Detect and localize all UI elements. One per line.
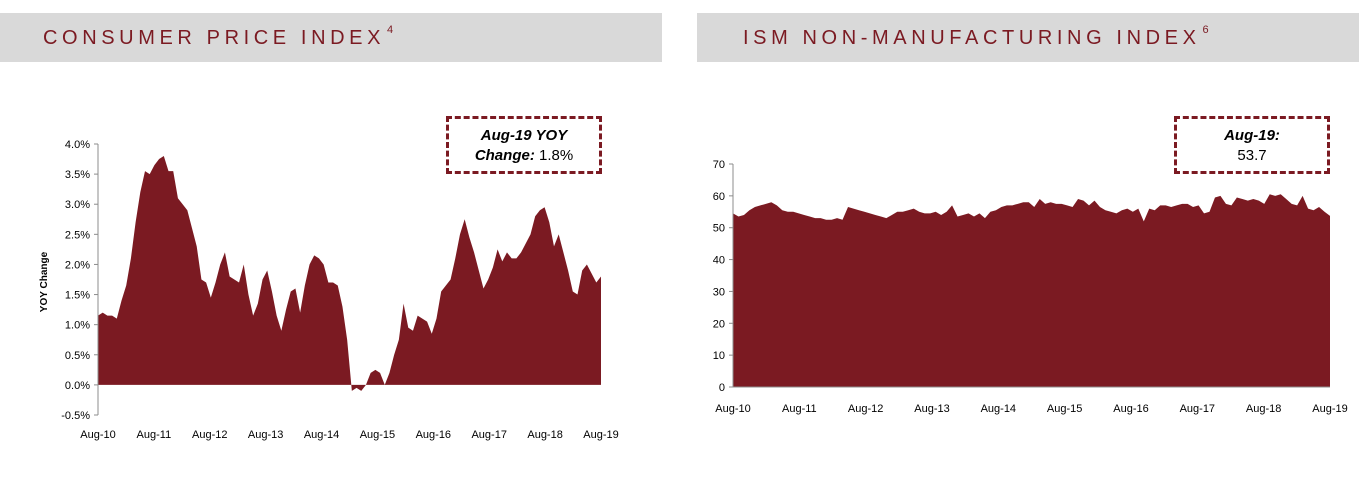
ism-callout-value: 53.7 (1237, 147, 1267, 164)
x-tick-label: Aug-11 (137, 429, 172, 441)
cpi-chart: YOY Change -0.5% 0.0% 0.5% 1.0% 1.5% 2.0% 2.5%… (39, 139, 619, 441)
cpi-callout-value: 1.8% (538, 147, 574, 164)
cpi-callout-line1: Aug-19 YOY (480, 127, 568, 144)
cpi-y-axis-title: YOY Change (39, 251, 50, 312)
cpi-callout: Aug-19 YOY Change: 1.8% (446, 116, 602, 174)
cpi-header-banner: CONSUMER PRICE INDEX 4 (0, 13, 662, 62)
cpi-footnote: 4 (387, 24, 394, 36)
x-tick-label: Aug-12 (848, 403, 883, 415)
x-tick-label: Aug-18 (1246, 403, 1281, 415)
y-tick-label: 40 (713, 255, 725, 267)
x-tick-label: Aug-18 (527, 429, 562, 441)
y-tick-label: 50 (713, 223, 725, 235)
y-tick-label: 0.0% (65, 380, 90, 392)
x-tick-label: Aug-10 (80, 429, 115, 441)
ism-area-series (733, 194, 1330, 387)
ism-chart: 0 10 20 30 40 50 60 70 Aug-10 Aug-11 Aug-12 Aug-13… (713, 159, 1348, 415)
x-tick-label: Aug-19 (583, 429, 618, 441)
y-tick-label: 1.0% (65, 320, 90, 332)
x-tick-label: Aug-14 (981, 403, 1016, 415)
x-tick-label: Aug-17 (1180, 403, 1215, 415)
x-tick-label: Aug-19 (1312, 403, 1347, 415)
x-tick-label: Aug-16 (1113, 403, 1148, 415)
cpi-area-series (98, 156, 601, 391)
y-tick-label: 0 (719, 382, 725, 394)
ism-callout: Aug-19: 53.7 (1174, 116, 1330, 174)
x-tick-label: Aug-15 (1047, 403, 1082, 415)
y-tick-label: 20 (713, 318, 725, 330)
x-tick-label: Aug-15 (360, 429, 395, 441)
x-tick-label: Aug-16 (416, 429, 451, 441)
x-tick-label: Aug-17 (471, 429, 506, 441)
ism-header-banner: ISM NON-MANUFACTURING INDEX 6 (697, 13, 1359, 62)
x-tick-label: Aug-11 (782, 403, 817, 415)
ism-callout-line1: Aug-19: (1224, 127, 1280, 144)
y-tick-label: 1.5% (65, 290, 90, 302)
y-tick-label: 60 (713, 191, 725, 203)
ism-title: ISM NON-MANUFACTURING INDEX 6 (743, 24, 1209, 49)
y-tick-label: -0.5% (61, 410, 90, 422)
x-tick-label: Aug-13 (914, 403, 949, 415)
y-tick-label: 3.0% (65, 199, 90, 211)
y-tick-label: 30 (713, 286, 725, 298)
cpi-title: CONSUMER PRICE INDEX 4 (43, 24, 394, 49)
y-tick-label: 0.5% (65, 350, 90, 362)
x-tick-label: Aug-10 (715, 403, 750, 415)
y-tick-label: 2.5% (65, 229, 90, 241)
y-tick-label: 4.0% (65, 139, 90, 151)
x-tick-label: Aug-12 (192, 429, 227, 441)
y-tick-label: 3.5% (65, 169, 90, 181)
x-tick-label: Aug-13 (248, 429, 283, 441)
x-tick-label: Aug-14 (304, 429, 339, 441)
cpi-callout-label: Change: (474, 147, 535, 164)
y-tick-label: 2.0% (65, 259, 90, 271)
y-tick-label: 10 (713, 350, 725, 362)
ism-footnote: 6 (1202, 24, 1209, 36)
y-tick-label: 70 (713, 159, 725, 171)
